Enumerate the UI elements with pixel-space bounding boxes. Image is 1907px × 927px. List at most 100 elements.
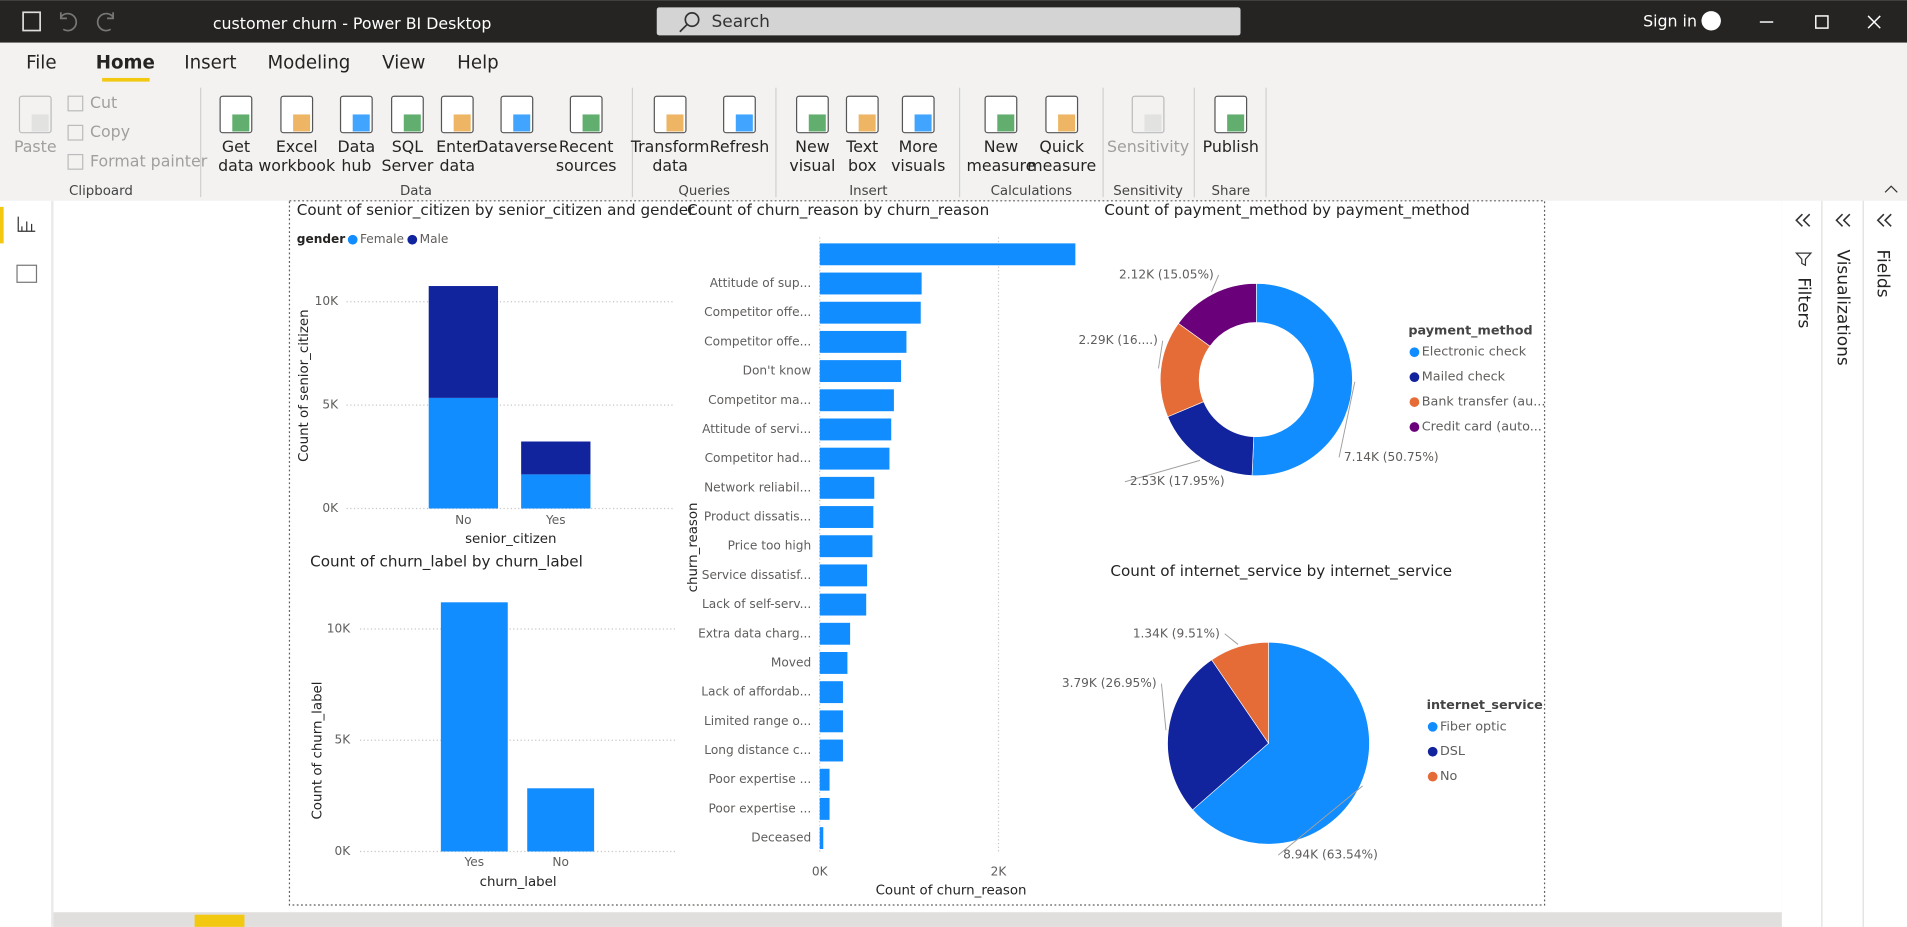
button-icon-accent[interactable] xyxy=(352,114,370,132)
bar xyxy=(819,418,892,441)
button-icon-accent[interactable] xyxy=(1058,114,1076,132)
button-label[interactable]: hub xyxy=(341,156,371,175)
button-icon-accent[interactable] xyxy=(735,114,753,132)
button-label[interactable]: visual xyxy=(789,156,835,175)
button-label[interactable]: Publish xyxy=(1203,137,1259,156)
bar xyxy=(819,768,830,791)
slice xyxy=(1211,641,1269,745)
report-view[interactable] xyxy=(17,216,36,232)
y-tick-label: Lack of affordab... xyxy=(701,685,811,699)
button-label[interactable]: Get xyxy=(222,137,250,156)
button-icon-accent[interactable] xyxy=(1144,114,1162,132)
button-icon-accent[interactable] xyxy=(808,114,826,132)
button-label[interactable]: New xyxy=(984,137,1019,156)
button-icon-accent[interactable] xyxy=(513,114,531,132)
menu-tab[interactable]: Insert xyxy=(184,52,236,73)
data-view[interactable] xyxy=(16,264,38,283)
filter-icon[interactable] xyxy=(1794,252,1813,267)
small-button-label[interactable]: Cut xyxy=(90,93,117,112)
button-label[interactable]: Quick xyxy=(1039,137,1085,156)
button-label[interactable]: measure xyxy=(1027,156,1096,175)
undo-icon[interactable] xyxy=(59,12,78,32)
button-icon-accent[interactable] xyxy=(914,114,932,132)
button-label[interactable]: box xyxy=(848,156,877,175)
bar xyxy=(819,330,907,353)
sign-in[interactable]: Sign in xyxy=(1643,12,1697,31)
chart-title: Count of internet_service by internet_se… xyxy=(1110,562,1452,581)
pane-title[interactable]: Fields xyxy=(1873,249,1893,297)
ribbon-group-label: Insert xyxy=(849,184,887,199)
close[interactable] xyxy=(1867,15,1881,29)
button-label[interactable]: workbook xyxy=(258,156,336,175)
button-label[interactable]: Enter xyxy=(436,137,479,156)
button-icon-accent[interactable] xyxy=(453,114,471,132)
button-label[interactable]: measure xyxy=(966,156,1035,175)
button-label[interactable]: data xyxy=(218,156,254,175)
button-label[interactable]: Paste xyxy=(14,137,57,156)
button-label[interactable]: Recent xyxy=(559,137,614,156)
button-icon-accent[interactable] xyxy=(1227,114,1245,132)
button-label[interactable]: Dataverse xyxy=(476,137,557,156)
save-icon[interactable] xyxy=(22,11,41,32)
button-label[interactable]: Refresh xyxy=(710,137,770,156)
small-button-label[interactable]: Format painter xyxy=(90,151,208,170)
x-tick-label: 2K xyxy=(991,865,1008,879)
button-icon-accent[interactable] xyxy=(293,114,311,132)
ribbon-group-label: Data xyxy=(400,184,432,199)
button-label[interactable]: sources xyxy=(556,156,617,175)
bar xyxy=(819,272,922,295)
button-icon-accent[interactable] xyxy=(582,114,600,132)
bar xyxy=(428,286,499,398)
button-icon-accent[interactable] xyxy=(858,114,876,132)
pane-title[interactable]: Filters xyxy=(1794,277,1814,328)
data-label: 3.79K (26.95%) xyxy=(1062,676,1157,690)
search-box[interactable] xyxy=(656,7,1241,36)
button-label[interactable]: visuals xyxy=(891,156,945,175)
button-label[interactable]: Excel xyxy=(276,137,318,156)
small-icon[interactable] xyxy=(67,95,84,112)
y-tick-label: Lack of self-serv... xyxy=(702,597,811,611)
button-icon-accent[interactable] xyxy=(666,114,684,132)
x-axis-label: senior_citizen xyxy=(465,532,556,547)
button-icon-accent[interactable] xyxy=(232,114,250,132)
legend-marker xyxy=(1409,372,1420,383)
menu-tab[interactable]: Home xyxy=(96,52,155,73)
app-title: customer churn - Power BI Desktop xyxy=(213,14,492,33)
y-tick-label: Competitor had... xyxy=(705,451,812,465)
small-icon[interactable] xyxy=(67,153,84,170)
y-tick-label: Competitor ma... xyxy=(708,393,811,407)
avatar[interactable] xyxy=(1701,11,1721,31)
bar xyxy=(819,593,867,616)
button-label[interactable]: data xyxy=(652,156,688,175)
button-icon-accent[interactable] xyxy=(31,114,49,132)
collapse-ribbon[interactable] xyxy=(1884,185,1898,193)
redo-icon[interactable] xyxy=(96,12,114,32)
small-button-label[interactable]: Copy xyxy=(90,122,130,141)
button-label[interactable]: SQL xyxy=(392,137,423,156)
ribbon-group-label: Share xyxy=(1212,184,1251,199)
pane-collapse[interactable] xyxy=(1795,213,1892,227)
button-label[interactable]: Data xyxy=(337,137,375,156)
search-text[interactable]: Search xyxy=(711,12,769,32)
button-label[interactable]: More xyxy=(899,137,938,156)
button-label[interactable]: data xyxy=(439,156,475,175)
button-icon-accent[interactable] xyxy=(997,114,1015,132)
menu-tab[interactable]: Help xyxy=(457,52,499,73)
button-label[interactable]: Text xyxy=(845,137,878,156)
legend-title: gender xyxy=(297,232,346,246)
pane-title[interactable]: Visualizations xyxy=(1833,249,1853,365)
menu-tab[interactable]: Modeling xyxy=(267,52,350,73)
button-icon-accent[interactable] xyxy=(403,114,421,132)
maximize[interactable] xyxy=(1815,15,1829,29)
button-label[interactable]: Transform xyxy=(630,137,710,156)
report-border xyxy=(288,200,1546,906)
small-icon[interactable] xyxy=(67,124,84,141)
bar xyxy=(819,447,890,470)
button-label[interactable]: Sensitivity xyxy=(1107,137,1189,156)
button-label[interactable]: New xyxy=(795,137,830,156)
button-label[interactable]: Server xyxy=(382,156,434,175)
legend-marker xyxy=(1409,422,1420,432)
page-tab-active[interactable] xyxy=(194,914,245,927)
menu-tab[interactable]: View xyxy=(382,52,425,73)
menu-tab[interactable]: File xyxy=(26,52,57,73)
